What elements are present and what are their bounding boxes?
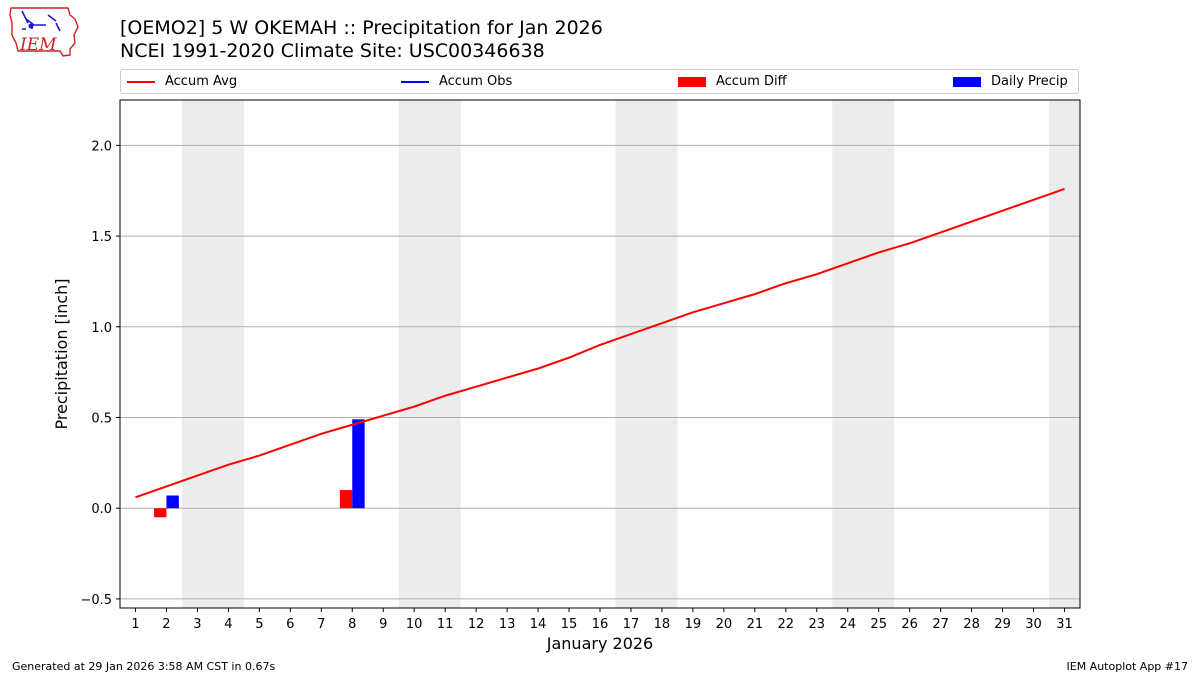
x-tick-label: 30 xyxy=(1025,617,1042,632)
x-axis-label: January 2026 xyxy=(546,634,653,653)
x-tick-label: 9 xyxy=(379,617,387,632)
x-tick-label: 11 xyxy=(437,617,454,632)
weekend-band xyxy=(832,100,895,608)
legend-item-daily-precip: Daily Precip xyxy=(953,74,1068,89)
x-tick-label: 4 xyxy=(224,617,232,632)
x-tick-label: 10 xyxy=(406,617,423,632)
plot-frame xyxy=(119,99,1081,609)
y-axis-label: Precipitation [inch] xyxy=(52,278,71,429)
x-tick-label: 13 xyxy=(499,617,516,632)
legend-item-accum-obs: Accum Obs xyxy=(401,74,512,89)
x-tick-label: 12 xyxy=(468,617,485,632)
x-tick-label: 24 xyxy=(839,617,856,632)
accum-diff-bar xyxy=(154,508,167,518)
accum-avg-line xyxy=(135,187,1065,499)
daily-precip-bar xyxy=(166,495,179,509)
weekend-band xyxy=(398,100,461,608)
x-tick-label: 3 xyxy=(193,617,201,632)
y-tick-label: 1.0 xyxy=(91,321,112,336)
app-credit: IEM Autoplot App #17 xyxy=(1066,660,1189,673)
logo-text: IEM xyxy=(20,35,57,55)
x-tick-label: 17 xyxy=(623,617,640,632)
daily-precip-bar xyxy=(352,419,365,509)
chart-title: [OEMO2] 5 W OKEMAH :: Precipitation for … xyxy=(120,17,603,39)
legend-line-swatch xyxy=(401,80,429,83)
y-tick-label: 2.0 xyxy=(91,139,112,154)
x-tick-label: 6 xyxy=(286,617,294,632)
x-tick-label: 7 xyxy=(317,617,325,632)
x-tick-label: 25 xyxy=(870,617,887,632)
x-tick-label: 16 xyxy=(592,617,609,632)
x-tick-label: 31 xyxy=(1056,617,1073,632)
x-tick-label: 29 xyxy=(994,617,1011,632)
legend-label: Accum Diff xyxy=(716,74,787,89)
legend-bar-swatch xyxy=(953,76,981,87)
x-tick-label: 28 xyxy=(963,617,980,632)
y-tick-label: 0.5 xyxy=(91,412,112,427)
x-tick-label: 15 xyxy=(561,617,578,632)
iowa-state-outline-icon xyxy=(9,7,79,57)
x-tick-label: 19 xyxy=(685,617,702,632)
generated-timestamp: Generated at 29 Jan 2026 3:58 AM CST in … xyxy=(12,660,276,673)
x-tick-label: 21 xyxy=(747,617,764,632)
weekend-band xyxy=(1049,100,1080,608)
iem-logo[interactable]: IEM xyxy=(8,5,80,59)
legend-line-swatch xyxy=(127,80,155,83)
legend-item-accum-avg: Accum Avg xyxy=(127,74,237,89)
x-tick-label: 20 xyxy=(716,617,733,632)
legend-label: Daily Precip xyxy=(991,74,1068,89)
x-tick-label: 27 xyxy=(932,617,949,632)
x-tick-label: 8 xyxy=(348,617,356,632)
x-tick-label: 5 xyxy=(255,617,263,632)
weekend-band xyxy=(181,100,244,608)
weekend-band xyxy=(615,100,678,608)
accum-diff-bar xyxy=(339,490,353,509)
x-tick-label: 22 xyxy=(778,617,795,632)
y-tick-label: −0.5 xyxy=(80,593,112,608)
legend-label: Accum Obs xyxy=(439,74,513,89)
chart-subtitle: NCEI 1991-2020 Climate Site: USC00346638 xyxy=(120,40,545,62)
x-tick-label: 14 xyxy=(530,617,547,632)
x-tick-label: 18 xyxy=(654,617,671,632)
y-tick-label: 1.5 xyxy=(91,230,112,245)
legend: Accum Avg Accum Obs Accum Diff Daily Pre… xyxy=(120,69,1079,94)
x-tick-label: 26 xyxy=(901,617,918,632)
x-tick-label: 1 xyxy=(131,617,139,632)
x-tick-label: 23 xyxy=(809,617,826,632)
legend-label: Accum Avg xyxy=(165,74,238,89)
y-tick-label: 0.0 xyxy=(91,502,112,517)
legend-item-accum-diff: Accum Diff xyxy=(678,74,787,89)
legend-bar-swatch xyxy=(678,76,706,87)
x-tick-label: 2 xyxy=(162,617,170,632)
